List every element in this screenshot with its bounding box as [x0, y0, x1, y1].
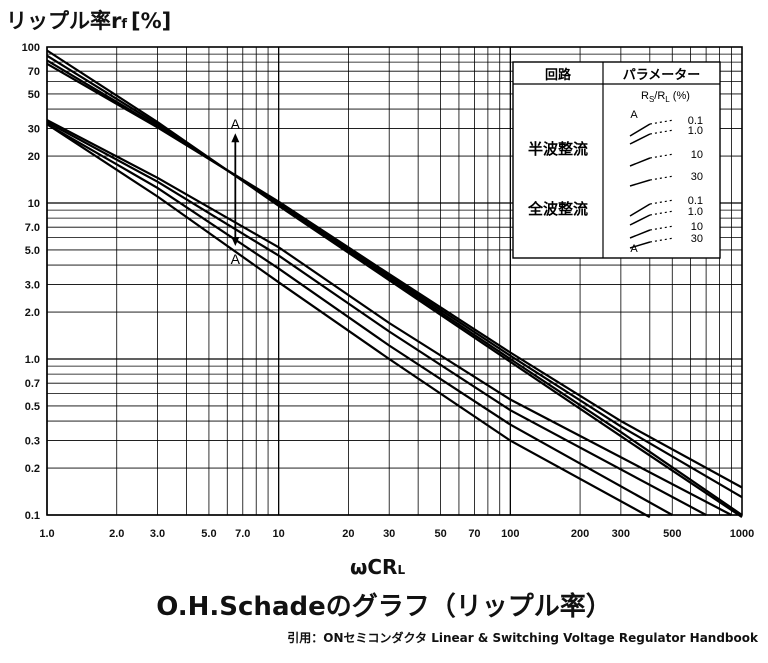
legend-group-name: 半波整流 [528, 140, 588, 158]
legend-param-value: 10 [691, 149, 703, 161]
legend-swatch-line [629, 179, 651, 187]
x-tick-label: 5.0 [201, 528, 216, 540]
x-tick-label: 2.0 [109, 528, 124, 540]
y-tick-label: 30 [28, 124, 40, 136]
y-tick-label: 100 [22, 42, 40, 54]
series-lines [46, 49, 743, 519]
y-tick-label: 50 [28, 89, 40, 101]
x-tick-label: 1000 [730, 528, 754, 540]
legend-param-value: 0.1 [688, 195, 703, 207]
legend-swatch-line [629, 229, 651, 239]
y-tick-label: 0.1 [25, 510, 40, 522]
legend-box [512, 61, 721, 259]
series-line [46, 121, 707, 516]
y-tick-label: 0.3 [25, 436, 40, 448]
caption-source: 引用：ONセミコンダクタ Linear & Switching Voltage … [287, 630, 759, 645]
y-tick-label: 10 [28, 198, 40, 210]
x-tick-label: 50 [434, 528, 446, 540]
series-line [46, 49, 743, 519]
legend-swatch-dash [649, 237, 675, 243]
y-tick-label: 3.0 [25, 280, 40, 292]
series-line [46, 62, 743, 489]
x-tick-label: 100 [501, 528, 519, 540]
legend-param-value: 30 [691, 233, 703, 245]
x-tick-label: 70 [468, 528, 480, 540]
legend-a-top: A [630, 109, 638, 121]
y-axis-title: リップル率rf [%] [6, 9, 171, 33]
x-tick-label: 20 [342, 528, 354, 540]
legend-param-label: RS/RL (%) [641, 90, 690, 104]
legend-swatch-dash [649, 199, 675, 205]
legend-swatch-line [629, 203, 651, 217]
legend-swatch-line [629, 214, 651, 226]
legend-header-param: パラメーター [623, 68, 701, 83]
a-marker-label-bottom: A [231, 251, 241, 267]
x-tick-label: 7.0 [235, 528, 250, 540]
plot-frame [46, 46, 743, 516]
legend-param-value: 1.0 [688, 125, 703, 137]
legend-swatch-dash [649, 129, 675, 135]
y-tick-label: 1.0 [25, 354, 40, 366]
x-tick-label: 3.0 [150, 528, 165, 540]
y-tick-label: 20 [28, 151, 40, 163]
legend-param-value: 30 [691, 171, 703, 183]
y-tick-label: 0.7 [25, 378, 40, 390]
legend-swatch-line [629, 123, 651, 137]
a-marker-arrow-down [231, 237, 240, 247]
legend-swatch-dash [649, 153, 675, 159]
a-marker: AA [231, 116, 241, 267]
legend-swatch-dash [649, 175, 675, 181]
series-line [46, 54, 743, 516]
legend-header-circuit: 回路 [545, 67, 572, 83]
x-tick-label: 300 [612, 528, 630, 540]
y-tick-label: 0.2 [25, 463, 40, 475]
caption-title: O.H.Schadeのグラフ（リップル率） [156, 591, 611, 622]
legend-swatch-line [629, 241, 651, 249]
legend-swatch-dash [649, 210, 675, 216]
x-axis-title: ωCRL [350, 555, 405, 579]
legend-swatch-dash [649, 119, 675, 125]
legend-swatch-line [629, 133, 651, 145]
legend-swatch-line [629, 157, 651, 167]
legend-a-bottom: A [630, 243, 638, 255]
legend-param-value: 10 [691, 221, 703, 233]
y-tick-label: 5.0 [25, 245, 40, 257]
legend-swatch-dash [649, 225, 675, 231]
y-tick-label: 70 [28, 66, 40, 78]
x-tick-label: 1.0 [39, 528, 54, 540]
x-tick-label: 200 [571, 528, 589, 540]
tick-labels: 1.0 2.0 3.0 5.0 7.0 10 20 30 50 70 100 200 300 500 100… [22, 42, 755, 540]
series-line [46, 123, 673, 516]
y-tick-label: 2.0 [25, 307, 40, 319]
legend-param-value: 0.1 [688, 115, 703, 127]
y-tick-label: 0.5 [25, 401, 40, 413]
x-tick-label: 500 [663, 528, 681, 540]
series-line [46, 123, 651, 519]
legend-group-name: 全波整流 [527, 200, 588, 218]
a-marker-arrow-up [231, 133, 240, 143]
x-tick-label: 10 [273, 528, 285, 540]
legend-param-value: 1.0 [688, 206, 703, 218]
series-line [46, 119, 732, 516]
x-tick-label: 30 [383, 528, 395, 540]
y-tick-label: 7.0 [25, 222, 40, 234]
a-marker-label-top: A [231, 116, 241, 132]
